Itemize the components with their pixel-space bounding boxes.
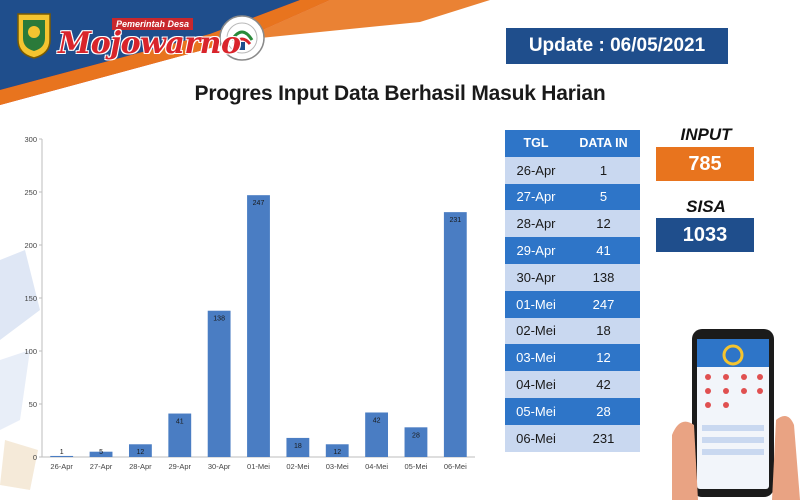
table-cell-data-in: 247 bbox=[567, 290, 640, 318]
bar-04-Mei bbox=[365, 412, 389, 457]
banner-orange-tail bbox=[240, 0, 490, 40]
x-tick-label: 05-Mei bbox=[404, 462, 427, 471]
table-header-data-in: DATA IN bbox=[567, 130, 640, 157]
x-tick-label: 06-Mei bbox=[444, 462, 467, 471]
table-cell-tgl: 05-Mei bbox=[505, 397, 567, 425]
sisa-label: SISA bbox=[686, 197, 726, 216]
y-tick-label: 150 bbox=[24, 294, 37, 303]
bar-data-label: 5 bbox=[99, 449, 103, 456]
bar-02-Mei bbox=[286, 437, 310, 457]
table-cell-data-in: 28 bbox=[567, 397, 640, 425]
bar-06-Mei bbox=[443, 212, 467, 457]
brand-tagline: Pemerintah Desa bbox=[112, 18, 194, 30]
y-tick-label: 50 bbox=[29, 400, 37, 409]
update-date-badge: Update : 06/05/2021 bbox=[506, 28, 728, 64]
table-cell-data-in: 18 bbox=[567, 317, 640, 345]
x-tick-label: 28-Apr bbox=[129, 462, 152, 471]
table-cell-data-in: 138 bbox=[567, 263, 640, 291]
bar-data-label: 28 bbox=[412, 432, 420, 439]
table-row: 27-Apr 5 bbox=[505, 183, 640, 211]
bar-05-Mei bbox=[404, 427, 428, 457]
page-title: Progres Input Data Berhasil Masuk Harian bbox=[194, 82, 606, 105]
table-row: 26-Apr 1 bbox=[505, 156, 640, 184]
y-tick-label: 100 bbox=[24, 347, 37, 356]
input-value-box: 785 bbox=[656, 147, 754, 181]
bar-data-label: 247 bbox=[253, 200, 265, 207]
x-tick-label: 01-Mei bbox=[247, 462, 270, 471]
ministry-logo-icon bbox=[219, 15, 265, 61]
x-tick-label: 04-Mei bbox=[365, 462, 388, 471]
table-row: 28-Apr 12 bbox=[505, 210, 640, 238]
table-cell-data-in: 12 bbox=[567, 344, 640, 372]
table-header-tgl: TGL bbox=[505, 130, 567, 157]
table-row: 06-Mei 231 bbox=[505, 424, 640, 452]
bar-01-Mei bbox=[247, 195, 270, 457]
table-row: 01-Mei 247 bbox=[505, 290, 640, 318]
bar-data-label: 231 bbox=[449, 217, 461, 224]
table-row: 29-Apr 41 bbox=[505, 237, 640, 264]
bar-data-label: 41 bbox=[176, 419, 184, 426]
table-cell-tgl: 01-Mei bbox=[505, 290, 567, 318]
bar-29-Apr bbox=[168, 413, 192, 457]
bar-data-label: 12 bbox=[333, 449, 341, 456]
table-header-row: TGL DATA IN bbox=[505, 130, 640, 157]
bar-data-label: 138 bbox=[213, 316, 225, 323]
table-cell-data-in: 42 bbox=[567, 371, 640, 398]
table-cell-data-in: 1 bbox=[567, 156, 640, 184]
table-cell-tgl: 27-Apr bbox=[505, 183, 567, 211]
table-row: 02-Mei 18 bbox=[505, 317, 640, 345]
table-row: 04-Mei 42 bbox=[505, 371, 640, 398]
x-tick-label: 03-Mei bbox=[326, 462, 349, 471]
decorative-shapes bbox=[0, 250, 40, 490]
bar-data-label: 18 bbox=[294, 443, 302, 450]
table-cell-data-in: 231 bbox=[567, 424, 640, 452]
y-tick-label: 250 bbox=[24, 188, 37, 197]
bar-data-label: 42 bbox=[373, 417, 381, 424]
table-cell-tgl: 30-Apr bbox=[505, 263, 567, 291]
bar-data-label: 12 bbox=[137, 449, 145, 456]
brand-name: Mojowarno bbox=[58, 26, 241, 61]
input-label: INPUT bbox=[680, 125, 732, 144]
table-cell-tgl: 06-Mei bbox=[505, 424, 567, 452]
table-cell-tgl: 02-Mei bbox=[505, 317, 567, 345]
y-tick-label: 200 bbox=[24, 241, 37, 250]
table-cell-data-in: 12 bbox=[567, 210, 640, 238]
sisa-value-box: 1033 bbox=[656, 218, 754, 252]
bar-30-Apr bbox=[207, 310, 231, 457]
table-row: 30-Apr 138 bbox=[505, 263, 640, 291]
table-row: 03-Mei 12 bbox=[505, 344, 640, 372]
table-cell-data-in: 41 bbox=[567, 237, 640, 264]
table-cell-tgl: 03-Mei bbox=[505, 344, 567, 372]
table-cell-tgl: 28-Apr bbox=[505, 210, 567, 238]
bar-chart: 0 50 100 150 200 250 300 1 26-Apr 5 27-Apr 12 28-Apr… bbox=[24, 135, 475, 471]
y-tick-label: 300 bbox=[24, 135, 37, 144]
x-tick-label: 27-Apr bbox=[90, 462, 113, 471]
x-tick-label: 29-Apr bbox=[169, 462, 192, 471]
regency-emblem-icon bbox=[17, 13, 51, 59]
table-cell-tgl: 04-Mei bbox=[505, 371, 567, 398]
data-table: TGL DATA IN 26-Apr 1 27-Apr 5 28-Apr 12 29-Apr… bbox=[505, 130, 640, 452]
bar-03-Mei bbox=[325, 444, 349, 457]
smartphone-app-icon bbox=[672, 329, 800, 500]
bar-28-Apr bbox=[128, 444, 152, 457]
x-tick-label: 26-Apr bbox=[50, 462, 73, 471]
table-cell-tgl: 29-Apr bbox=[505, 237, 567, 264]
banner-blue-shape bbox=[0, 0, 300, 90]
bar-data-label: 1 bbox=[60, 449, 64, 456]
x-tick-label: 30-Apr bbox=[208, 462, 231, 471]
y-tick-label: 0 bbox=[33, 453, 37, 462]
table-cell-data-in: 5 bbox=[567, 183, 640, 211]
bar-26-Apr bbox=[50, 455, 74, 457]
table-cell-tgl: 26-Apr bbox=[505, 156, 567, 184]
x-tick-label: 02-Mei bbox=[286, 462, 309, 471]
bar-27-Apr bbox=[89, 451, 113, 457]
table-row: 05-Mei 28 bbox=[505, 397, 640, 425]
